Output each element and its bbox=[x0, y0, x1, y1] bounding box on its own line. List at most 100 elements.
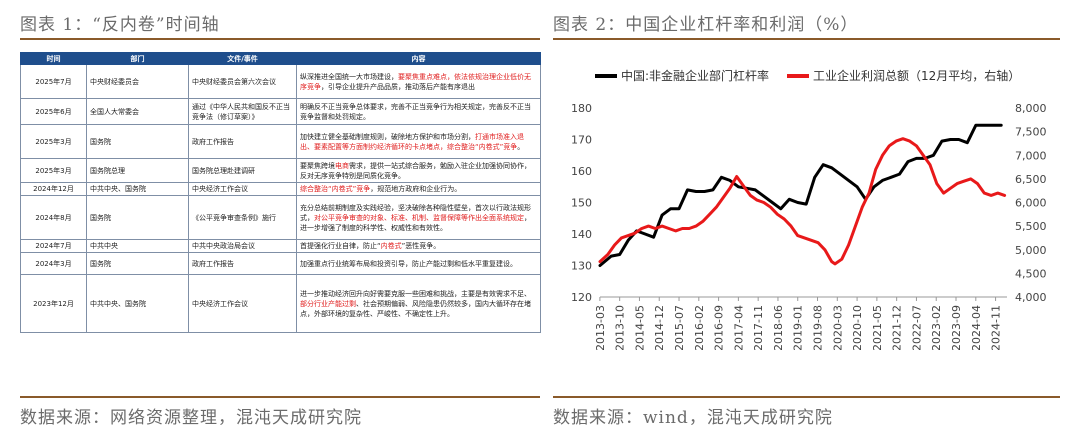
x-tick-label: 2018-06 bbox=[772, 305, 785, 350]
left-source-rule bbox=[20, 396, 540, 398]
cell-dept: 国务院 bbox=[86, 124, 189, 159]
y-left-tick-label: 170 bbox=[571, 134, 592, 147]
content-text: 充分总结前期制度及实践经验，坚决破除各种隐性壁垒，首次以行政法规形式， bbox=[300, 203, 531, 222]
content-text: 。 bbox=[517, 142, 525, 151]
table-row: 2024年3月 国务院 政府工作报告 加强重点行业统筹布局和投资引导，防止产能过剩和低… bbox=[20, 252, 541, 275]
cell-content: 进一步推动经济回升向好需要克服一些困难和挑战，主要是有效需求不足、部分行业产能过… bbox=[296, 274, 541, 333]
content-highlight: 部分行业产能过剩 bbox=[300, 299, 356, 308]
x-tick-label: 2021-12 bbox=[891, 305, 904, 350]
content-highlight: 要聚焦重点难点，依法依规治理企业低价无序竞争 bbox=[300, 72, 531, 91]
content-text: 明确反不正当竞争总体要求，完善不正当竞争行为相关规定，完善反不正当竞争监督和处罚… bbox=[300, 102, 531, 121]
content-highlight: 打通市场准入退出、要素配置等方面制约经济循环的卡点堵点，综合整治“内卷式”竞争 bbox=[300, 132, 524, 151]
x-tick-label: 2024-11 bbox=[990, 305, 1003, 350]
y-left-tick-label: 160 bbox=[571, 165, 592, 178]
header-event: 文件/事件 bbox=[188, 52, 297, 65]
y-left-tick-label: 140 bbox=[571, 228, 592, 241]
y-right-tick-label: 5,500 bbox=[1015, 220, 1047, 233]
table-body: 2025年7月 中央财经委员会 中央财经委员会第六次会议 纵深推进全国统一大市场建设，… bbox=[20, 64, 541, 333]
cell-content: 综合整治“内卷式”竞争，规范地方政府和企业行为。 bbox=[296, 182, 541, 196]
x-tick-label: 2022-07 bbox=[910, 305, 923, 350]
cell-content: 明确反不正当竞争总体要求，完善不正当竞争行为相关规定，完善反不正当竞争监督和处罚… bbox=[296, 98, 541, 125]
x-tick-label: 2020-03 bbox=[831, 305, 844, 350]
header-time: 时间 bbox=[20, 52, 87, 65]
cell-time: 2024年8月 bbox=[20, 195, 87, 240]
content-text: ”恶性竞争。 bbox=[401, 242, 441, 250]
table-header-row: 时间 部门 文件/事件 内容 bbox=[20, 52, 541, 65]
cell-content: 要聚焦跨境电商需求，提供一站式综合服务，勉励入驻企业加强协同协作，反对无序竞争特… bbox=[296, 158, 541, 183]
header-dept: 部门 bbox=[86, 52, 189, 65]
x-tick-label: 2015-07 bbox=[673, 305, 686, 350]
content-highlight: 内卷式 bbox=[380, 242, 402, 250]
y-right-tick-label: 4,000 bbox=[1015, 291, 1047, 304]
timeline-table: 时间 部门 文件/事件 内容 2025年7月 中央财经委员会 中央财经委员会第六次会… bbox=[20, 52, 541, 333]
y-right-tick-label: 7,000 bbox=[1015, 149, 1047, 162]
cell-event: 中央财经委员会第六次会议 bbox=[188, 64, 297, 99]
cell-time: 2025年6月 bbox=[20, 98, 87, 125]
y-right-tick-label: 4,500 bbox=[1015, 267, 1047, 280]
content-text: 进一步推动经济回升向好需要克服一些困难和挑战，主要是有效需求不足、 bbox=[300, 289, 531, 298]
cell-event: 中央经济工作会议 bbox=[188, 274, 297, 333]
y-right-tick-label: 6,500 bbox=[1015, 173, 1047, 186]
cell-content: 加强重点行业统筹布局和投资引导，防止产能过剩和低水平重复建设。 bbox=[296, 252, 541, 275]
table-row: 2023年12月 中共中央、国务院 中央经济工作会议 进一步推动经济回升向好需要克服一… bbox=[20, 274, 541, 333]
table-row: 2025年3月 国务院 政府工作报告 加快建立健全基础制度规则，破除地方保护和市场分割… bbox=[20, 124, 541, 159]
cell-dept: 中共中央、国务院 bbox=[86, 274, 189, 333]
x-tick-label: 2017-11 bbox=[752, 305, 765, 350]
cell-event: 国务院总理赴建调研 bbox=[188, 158, 297, 183]
x-tick-label: 2013-03 bbox=[594, 305, 607, 350]
left-source: 数据来源：网络资源整理，混沌天成研究院 bbox=[20, 408, 362, 428]
cell-event: 政府工作报告 bbox=[188, 252, 297, 275]
x-tick-label: 2017-04 bbox=[732, 305, 745, 350]
x-tick-label: 2023-02 bbox=[930, 305, 943, 350]
y-right-tick-label: 6,000 bbox=[1015, 197, 1047, 210]
cell-time: 2025年3月 bbox=[20, 124, 87, 159]
right-source: 数据来源：wind，混沌天成研究院 bbox=[553, 408, 833, 428]
right-source-rule bbox=[553, 396, 1060, 398]
right-title-rule bbox=[553, 38, 1060, 40]
content-text: 需求，提供一站式综合服务，勉励入驻企业加强协同协作，反对无序竞争特别是同质化竞争… bbox=[300, 161, 531, 180]
cell-dept: 国务院 bbox=[86, 252, 189, 275]
y-left-tick-label: 120 bbox=[571, 291, 592, 304]
x-tick-label: 2023-09 bbox=[950, 305, 963, 350]
cell-content: 首提强化行业自律，防止“内卷式”恶性竞争。 bbox=[296, 239, 541, 253]
x-tick-label: 2013-10 bbox=[614, 305, 627, 350]
left-panel-title: 图表 1：“反内卷”时间轴 bbox=[20, 15, 220, 35]
y-right-tick-label: 8,000 bbox=[1015, 102, 1047, 115]
y-right-tick-label: 7,500 bbox=[1015, 126, 1047, 139]
profit-series-line bbox=[598, 137, 1007, 266]
leverage-series-line bbox=[598, 123, 1003, 267]
x-tick-label: 2014-05 bbox=[633, 305, 646, 350]
cell-event: 通过《中华人民共和国反不正当竞争法（修订草案）》 bbox=[188, 98, 297, 125]
y-left-tick-label: 180 bbox=[571, 102, 592, 115]
cell-dept: 中共中央 bbox=[86, 239, 189, 253]
table-row: 2024年7月 中共中央 中共中央政治局会议 首提强化行业自律，防止“内卷式”恶性竞争… bbox=[20, 239, 541, 253]
cell-content: 纵深推进全国统一大市场建设，要聚焦重点难点，依法依规治理企业低价无序竞争，引导企… bbox=[296, 64, 541, 99]
cell-dept: 国务院 bbox=[86, 195, 189, 240]
cell-content: 加快建立健全基础制度规则，破除地方保护和市场分割，打通市场准入退出、要素配置等方… bbox=[296, 124, 541, 159]
cell-dept: 中共中央、国务院 bbox=[86, 182, 189, 196]
x-tick-label: 2019-08 bbox=[812, 305, 825, 350]
cell-event: 政府工作报告 bbox=[188, 124, 297, 159]
content-text: ，引导企业提升产品品质，推动落后产能有序退出 bbox=[321, 82, 475, 91]
cell-event: 中央经济工作会议 bbox=[188, 182, 297, 196]
x-tick-label: 2020-10 bbox=[851, 305, 864, 350]
cell-time: 2024年12月 bbox=[20, 182, 87, 196]
y-left-tick-label: 150 bbox=[571, 197, 592, 210]
cell-event: 《公平竞争审查条例》施行 bbox=[188, 195, 297, 240]
content-text: 首提强化行业自律，防止“ bbox=[300, 242, 381, 250]
content-text: 要聚焦跨境 bbox=[300, 161, 335, 170]
right-panel-title: 图表 2：中国企业杠杆率和利润（%） bbox=[553, 15, 859, 35]
table-row: 2025年3月 国务院总理 国务院总理赴建调研 要聚焦跨境电商需求，提供一站式综合服务… bbox=[20, 158, 541, 183]
content-text: ，进一步增强了制度的科学性、权威性和有效性。 bbox=[300, 213, 531, 232]
cell-time: 2024年3月 bbox=[20, 252, 87, 275]
table-row: 2024年8月 国务院 《公平竞争审查条例》施行 充分总结前期制度及实践经验，坚决破除… bbox=[20, 195, 541, 240]
cell-event: 中共中央政治局会议 bbox=[188, 239, 297, 253]
cell-time: 2023年12月 bbox=[20, 274, 87, 333]
content-text: 、社会预期偏弱、风险隐患仍然较多，国内大循环存在堵点，外部环境的复杂性、严峻性、… bbox=[300, 299, 531, 318]
table-row: 2024年12月 中共中央、国务院 中央经济工作会议 综合整治“内卷式”竞争，规范地方… bbox=[20, 182, 541, 196]
x-tick-label: 2016-09 bbox=[713, 305, 726, 350]
legend-profit-label: 工业企业利润总额（12月平均，右轴） bbox=[813, 68, 1020, 83]
content-text: ，规范地方政府和企业行为。 bbox=[370, 185, 462, 193]
x-tick-label: 2019-01 bbox=[792, 305, 805, 350]
content-highlight: 对公平竞争审查的对象、标准、机制、监督保障等作出全面系统规定 bbox=[314, 213, 524, 222]
